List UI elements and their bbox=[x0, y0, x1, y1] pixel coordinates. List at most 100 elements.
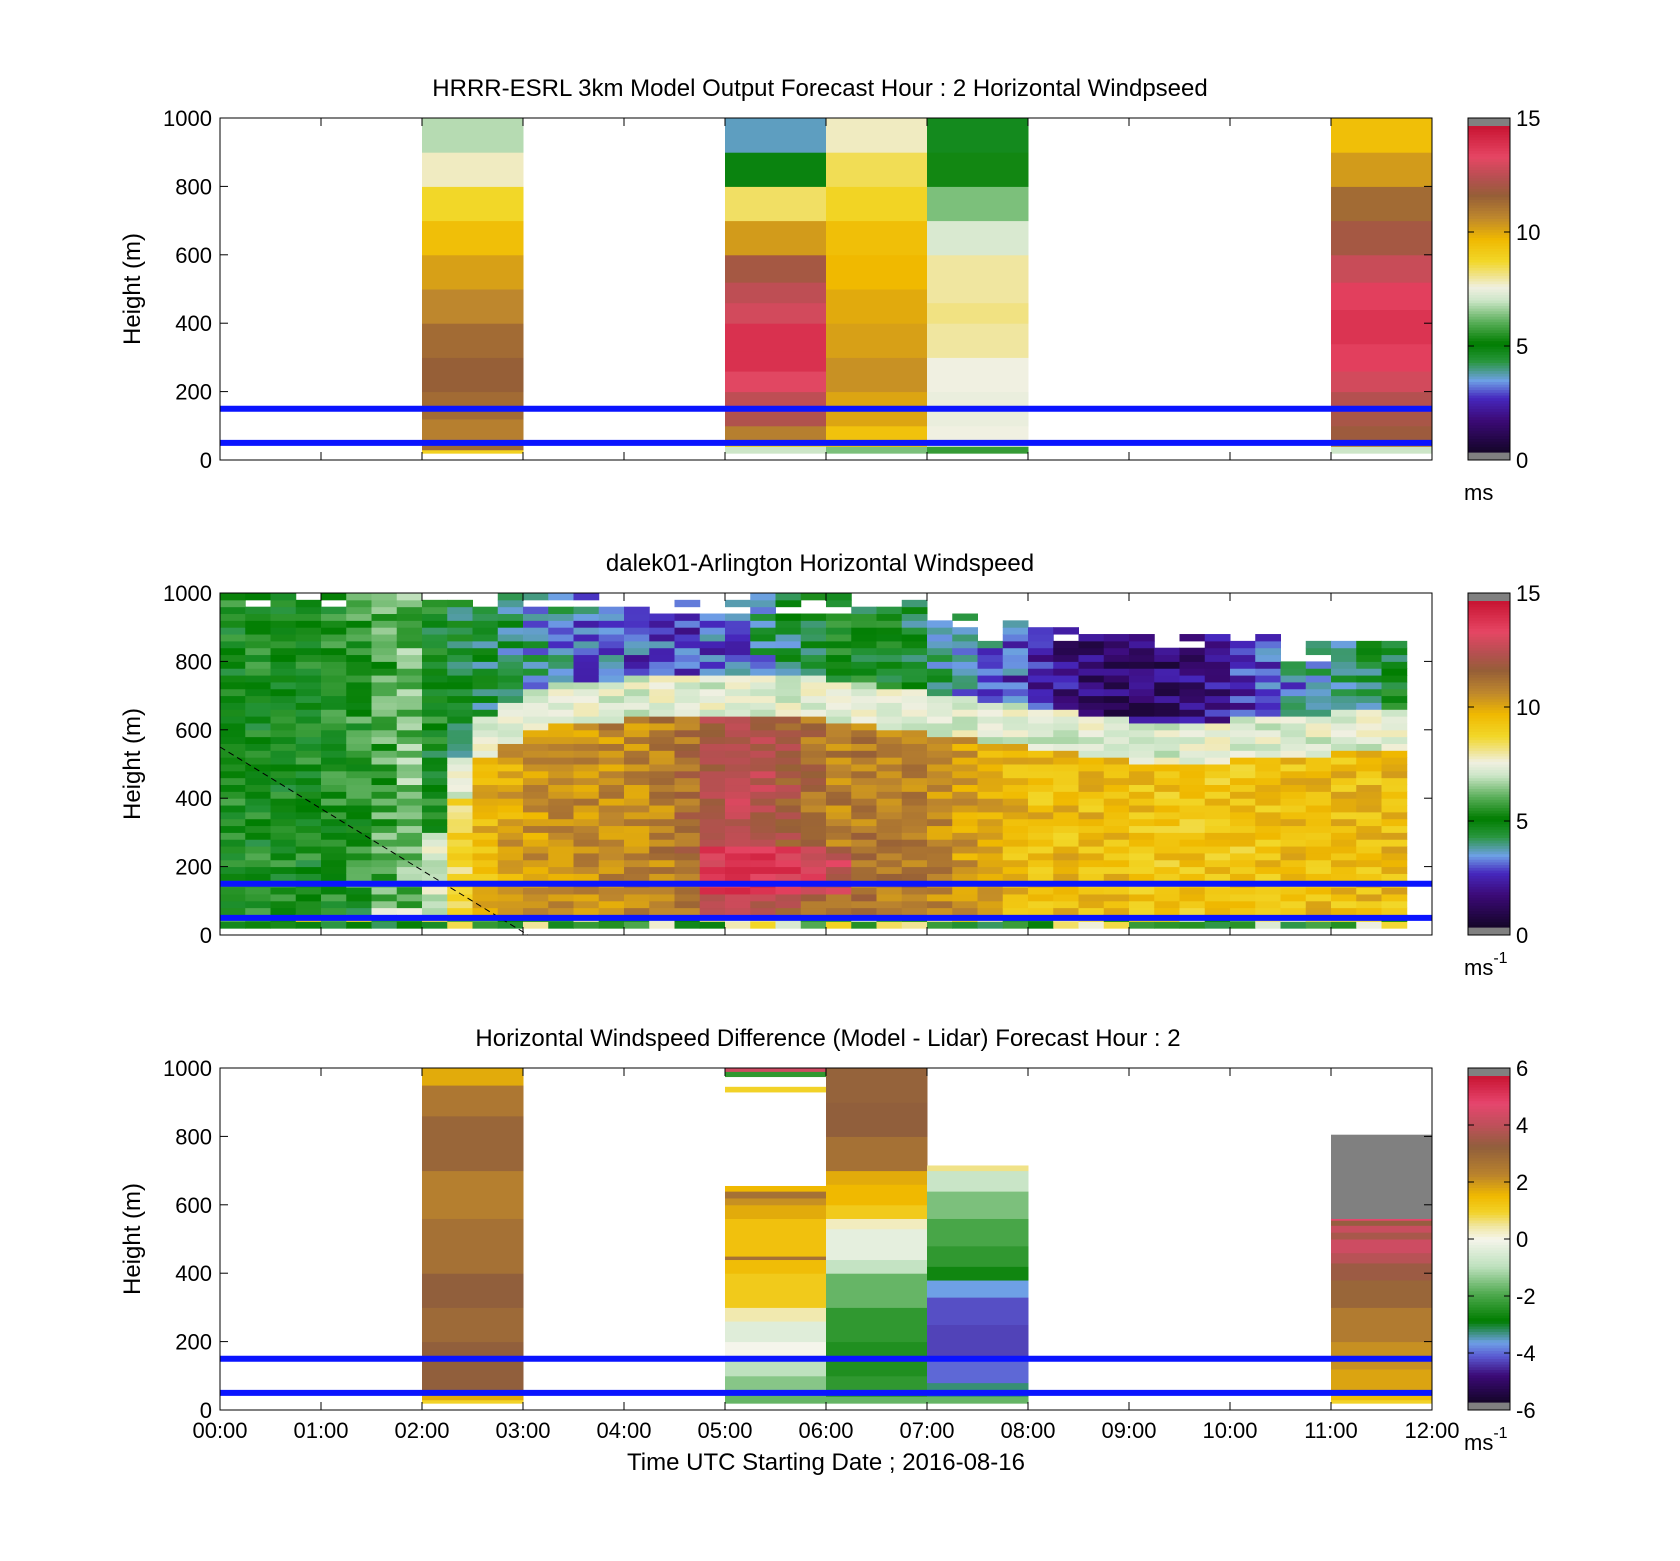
heatmap-cell bbox=[371, 620, 398, 628]
heatmap-cell bbox=[624, 668, 650, 676]
heatmap-cell bbox=[548, 634, 574, 642]
colorbar-segment bbox=[1468, 177, 1510, 181]
heatmap-cell bbox=[245, 681, 271, 690]
heatmap-cell bbox=[396, 866, 423, 874]
colorbar-tick-label: 0 bbox=[1516, 448, 1528, 473]
heatmap-cell bbox=[497, 791, 524, 799]
heatmap-cell bbox=[649, 859, 675, 868]
colorbar-segment bbox=[1468, 1135, 1510, 1140]
heatmap-cell bbox=[674, 887, 701, 895]
colorbar-segment bbox=[1468, 1130, 1510, 1134]
colorbar-segment bbox=[1468, 441, 1510, 445]
heatmap-cell bbox=[472, 661, 499, 669]
heatmap-cell bbox=[851, 921, 877, 929]
heatmap-cell bbox=[725, 1218, 827, 1257]
heatmap-cell bbox=[851, 743, 877, 751]
heatmap-cell bbox=[800, 695, 827, 703]
heatmap-cell bbox=[952, 887, 978, 895]
heatmap-cell bbox=[371, 736, 398, 744]
colorbar-segment bbox=[1468, 435, 1510, 440]
heatmap-cell bbox=[674, 791, 701, 799]
colorbar-segment bbox=[1468, 1249, 1510, 1254]
heatmap-cell bbox=[1356, 688, 1382, 697]
heatmap-cell bbox=[1230, 832, 1256, 840]
colorbar-segment bbox=[1468, 259, 1510, 263]
colorbar-segment bbox=[1468, 1111, 1510, 1115]
heatmap-cell bbox=[901, 668, 928, 676]
heatmap-cell bbox=[346, 627, 372, 635]
heatmap-cell bbox=[346, 688, 372, 697]
heatmap-cell bbox=[725, 1273, 827, 1308]
heatmap-cell bbox=[220, 866, 246, 874]
heatmap-cell bbox=[699, 613, 726, 621]
heatmap-cell bbox=[1356, 859, 1382, 868]
heatmap-cell bbox=[422, 449, 524, 454]
heatmap-cell bbox=[346, 668, 372, 676]
heatmap-cell bbox=[1280, 722, 1307, 731]
heatmap-cell bbox=[1078, 661, 1105, 669]
heatmap-cell bbox=[598, 866, 625, 874]
heatmap-cell bbox=[952, 777, 978, 786]
heatmap-cell bbox=[699, 681, 726, 690]
heatmap-cell bbox=[826, 593, 852, 601]
heatmap-cell bbox=[1331, 839, 1357, 847]
heatmap-cell bbox=[472, 688, 499, 697]
heatmap-cell bbox=[927, 254, 1029, 304]
heatmap-cell bbox=[624, 805, 650, 813]
heatmap-cell bbox=[725, 811, 751, 820]
heatmap-cell bbox=[523, 873, 549, 881]
heatmap-cell bbox=[422, 620, 448, 628]
colorbar-segment bbox=[1468, 1304, 1510, 1308]
x-tick-label: 02:00 bbox=[394, 1418, 449, 1443]
heatmap-cell bbox=[371, 606, 398, 615]
heatmap-cell bbox=[927, 446, 1029, 454]
heatmap-cell bbox=[321, 805, 347, 813]
heatmap-cell bbox=[598, 716, 625, 724]
heatmap-cell bbox=[1381, 661, 1408, 669]
colorbar-segment bbox=[1468, 272, 1510, 277]
heatmap-cell bbox=[371, 852, 398, 861]
heatmap-cell bbox=[649, 873, 675, 881]
heatmap-cell bbox=[1129, 893, 1155, 902]
panel-difference-x-ticks: 00:00 01:00 02:00 03:00 04:00 05:00 06:00 07:00… bbox=[192, 1068, 1460, 1443]
heatmap-cell bbox=[1204, 852, 1231, 861]
heatmap-cell bbox=[1331, 654, 1357, 662]
heatmap-cell bbox=[1078, 907, 1105, 915]
heatmap-cell bbox=[598, 825, 625, 833]
colorbar-segment bbox=[1468, 131, 1510, 135]
heatmap-cell bbox=[952, 798, 978, 806]
y-tick-label: 1000 bbox=[163, 106, 212, 131]
heatmap-cell bbox=[1280, 825, 1307, 833]
colorbar-segment bbox=[1468, 356, 1510, 361]
heatmap-cell bbox=[220, 893, 246, 902]
heatmap-cell bbox=[1255, 634, 1281, 642]
heatmap-cell bbox=[573, 791, 600, 799]
x-tick-label: 04:00 bbox=[596, 1418, 651, 1443]
heatmap-cell bbox=[523, 852, 549, 861]
heatmap-cell bbox=[1381, 688, 1408, 697]
heatmap-cell bbox=[901, 627, 928, 635]
heatmap-cell bbox=[497, 627, 524, 635]
y-tick-label: 0 bbox=[200, 1398, 212, 1423]
heatmap-cell bbox=[1002, 770, 1029, 779]
colorbar-segment bbox=[1468, 427, 1510, 431]
y-tick-label: 800 bbox=[175, 174, 212, 199]
heatmap-cell bbox=[1053, 675, 1079, 683]
heatmap-cell bbox=[750, 798, 776, 806]
heatmap-cell bbox=[396, 695, 423, 703]
colorbar-segment bbox=[1468, 302, 1510, 306]
heatmap-cell bbox=[952, 805, 978, 813]
heatmap-cell bbox=[927, 695, 953, 703]
heatmap-cell bbox=[1103, 873, 1130, 881]
heatmap-cell bbox=[1305, 647, 1332, 656]
heatmap-cell bbox=[321, 729, 347, 738]
heatmap-cell bbox=[1129, 681, 1155, 690]
colorbar-over bbox=[1468, 593, 1510, 601]
heatmap-cell bbox=[1280, 675, 1307, 683]
heatmap-cell bbox=[1255, 661, 1281, 669]
heatmap-cell bbox=[346, 784, 372, 792]
heatmap-cell bbox=[1179, 811, 1206, 820]
heatmap-cell bbox=[1078, 770, 1105, 779]
heatmap-cell bbox=[1129, 887, 1155, 895]
heatmap-cell bbox=[1002, 791, 1029, 799]
